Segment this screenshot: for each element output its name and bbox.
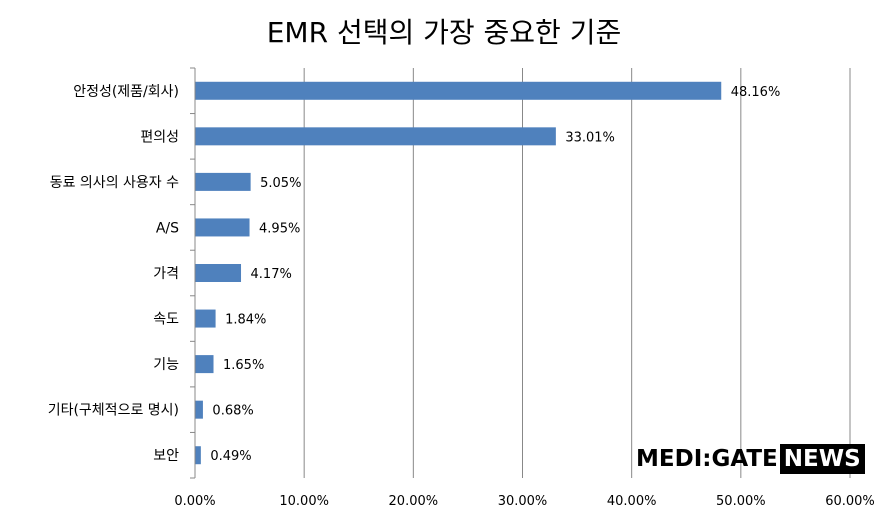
x-axis-ticks: 0.00% 10.00% 20.00% 30.00% 40.00% 50.00% 60.00…: [174, 494, 874, 509]
brand-logo-part2: NEWS: [779, 444, 865, 474]
bar: [195, 446, 201, 465]
x-tick-label: 30.00%: [498, 494, 548, 509]
category-label: 동료 의사의 사용자 수: [50, 175, 179, 191]
x-tick-label: 0.00%: [174, 494, 215, 509]
label-layer: 안정성(제품/회사) 48.16% 편의성 33.01% 동료 의사의 사용자 수 5.0…: [48, 84, 781, 464]
data-label: 4.17%: [251, 267, 292, 282]
x-tick-label: 60.00%: [825, 494, 875, 509]
category-label: 기능: [153, 357, 179, 373]
bar: [195, 355, 214, 374]
bar: [195, 218, 250, 237]
category-label: 기타(구체적으로 명시): [48, 403, 179, 419]
data-label: 0.68%: [212, 404, 253, 419]
data-label: 48.16%: [731, 85, 781, 100]
data-label: 4.95%: [259, 221, 300, 236]
brand-logo: MEDI:GATE NEWS: [636, 444, 865, 474]
bar: [195, 127, 556, 146]
x-tick-label: 50.00%: [716, 494, 766, 509]
category-label: A/S: [156, 220, 179, 236]
category-label: 편의성: [140, 129, 179, 145]
chart-title: EMR 선택의 가장 중요한 기준: [267, 16, 622, 49]
data-label: 1.84%: [225, 313, 266, 328]
data-label: 5.05%: [260, 176, 301, 191]
category-label: 안정성(제품/회사): [73, 84, 179, 100]
x-tick-label: 20.00%: [389, 494, 439, 509]
category-label: 가격: [153, 266, 179, 282]
bar: [195, 400, 203, 419]
bar: [195, 264, 242, 282]
data-label: 0.49%: [210, 449, 251, 464]
brand-logo-part1: MEDI:GATE: [636, 446, 778, 472]
data-label: 33.01%: [565, 130, 615, 145]
category-label: 보안: [153, 448, 179, 464]
x-tick-label: 40.00%: [607, 494, 657, 509]
category-label: 속도: [153, 312, 179, 328]
bar: [195, 309, 216, 328]
data-label: 1.65%: [223, 358, 264, 373]
bar-layer: [195, 81, 722, 465]
x-tick-label: 10.00%: [279, 494, 329, 509]
bar: [195, 172, 251, 191]
bar: [195, 81, 722, 100]
